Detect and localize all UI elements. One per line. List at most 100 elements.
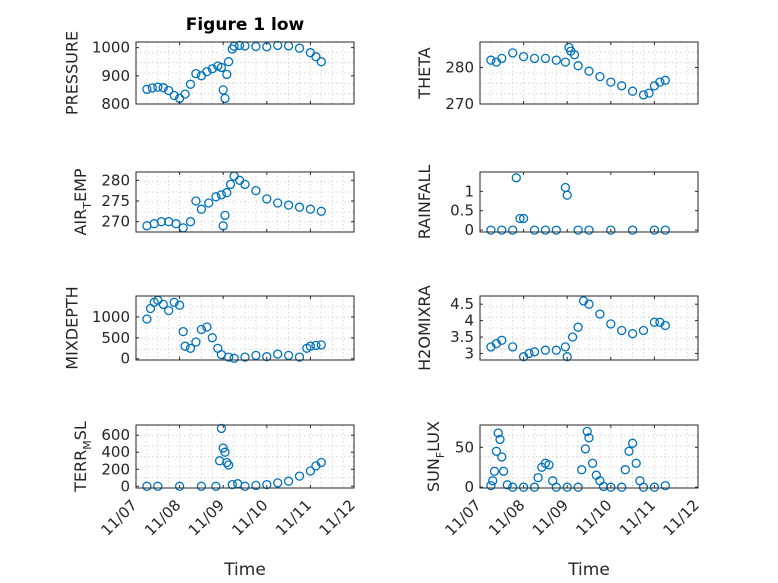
y-tick-label: 270 <box>445 95 474 113</box>
x-tick-label: 11/11 <box>272 496 315 539</box>
data-point <box>562 190 572 200</box>
y-tick-label: 200 <box>101 460 130 478</box>
data-point <box>147 83 157 93</box>
data-point <box>518 213 529 224</box>
data-point <box>551 345 561 355</box>
data-point <box>234 175 245 185</box>
data-point <box>191 196 201 206</box>
data-point <box>584 299 594 309</box>
data-point <box>294 202 305 212</box>
data-point <box>220 447 230 457</box>
data-point <box>218 443 228 453</box>
subplot-rainfall: 00.5 1 RAINFALL <box>415 165 699 239</box>
data-point <box>551 225 561 235</box>
data-point <box>305 204 316 214</box>
data-point <box>294 43 305 53</box>
data-point <box>569 50 580 60</box>
data-point <box>211 192 221 202</box>
x-tick-label: 11/07 <box>442 496 485 539</box>
y-tick-label: 0 <box>120 350 130 368</box>
data-point <box>262 194 272 204</box>
data-point <box>655 77 665 87</box>
data-point <box>222 457 232 468</box>
y-tick-label: 4 <box>464 312 474 330</box>
data-point <box>229 353 239 363</box>
data-point <box>316 340 326 350</box>
data-point <box>529 225 540 235</box>
y-axis-label: H2OMIXRA <box>415 285 434 371</box>
data-point <box>178 326 188 337</box>
data-point <box>617 325 627 336</box>
x-tick-label: 11/09 <box>185 496 228 539</box>
x-axis-label-left: Time <box>223 560 266 580</box>
data-point <box>497 335 507 345</box>
data-point <box>211 481 221 491</box>
y-tick-label: 500 <box>101 329 130 347</box>
data-point <box>223 57 234 67</box>
data-point <box>529 482 540 492</box>
y-tick-label: 600 <box>101 426 130 444</box>
data-point <box>316 57 326 67</box>
data-point <box>294 352 305 362</box>
y-axis-label: TERRMSL <box>71 421 94 493</box>
axes-box <box>479 41 699 105</box>
data-point <box>180 341 190 351</box>
y-tick-label: 1000 <box>92 39 130 57</box>
data-point <box>624 446 634 456</box>
subplot-h2omixra: 33.544.5 H2OMIXRA <box>415 285 699 371</box>
x-tick-label: 11/12 <box>316 496 359 539</box>
axes-box <box>479 295 699 361</box>
data-point <box>502 480 512 490</box>
data-point <box>495 434 505 445</box>
data-point <box>638 325 649 336</box>
x-tick-label: 11/08 <box>141 496 184 539</box>
data-point <box>497 53 507 64</box>
data-point <box>305 341 316 351</box>
y-tick-label: 275 <box>101 192 130 210</box>
data-point <box>508 225 518 235</box>
data-point <box>220 93 230 104</box>
data-point <box>216 190 227 200</box>
data-point <box>202 66 212 77</box>
data-point <box>305 466 316 476</box>
data-point <box>551 55 561 65</box>
subplot-sunlux: 0 50 11/07 11/08 11/09 11/10 11/11 11/12 SUNFLUX <box>424 421 703 539</box>
data-point <box>587 458 598 468</box>
data-point <box>573 225 583 235</box>
data-point <box>185 79 196 89</box>
data-point <box>486 480 496 491</box>
data-point <box>493 428 503 438</box>
data-point <box>488 476 498 486</box>
data-point <box>524 348 534 359</box>
data-point <box>631 458 641 468</box>
data-point <box>627 438 638 448</box>
data-point <box>311 340 321 351</box>
x-tick-label: 11/10 <box>228 496 271 539</box>
data-point <box>196 204 207 214</box>
data-point <box>223 352 234 362</box>
y-axis-label: MIXDEPTH <box>63 286 82 369</box>
x-tick-label: 11/12 <box>660 496 703 539</box>
axes-box <box>479 171 699 233</box>
y-tick-label: 270 <box>101 213 130 231</box>
data-point <box>573 482 583 492</box>
data-point <box>573 61 583 71</box>
data-point <box>164 85 174 96</box>
y-tick-label: 1 <box>464 182 474 200</box>
data-point <box>617 81 627 91</box>
data-point <box>497 225 507 235</box>
data-point <box>142 481 152 491</box>
data-point <box>316 457 326 468</box>
data-point <box>606 319 616 329</box>
data-point <box>240 179 250 190</box>
data-point <box>638 90 649 100</box>
data-point <box>240 481 250 491</box>
data-point <box>567 332 578 342</box>
data-point <box>644 88 654 98</box>
data-point <box>294 471 305 481</box>
y-axis-label: THETA <box>415 47 434 99</box>
data-point <box>204 198 214 208</box>
data-point <box>518 482 529 492</box>
data-point <box>486 55 496 65</box>
